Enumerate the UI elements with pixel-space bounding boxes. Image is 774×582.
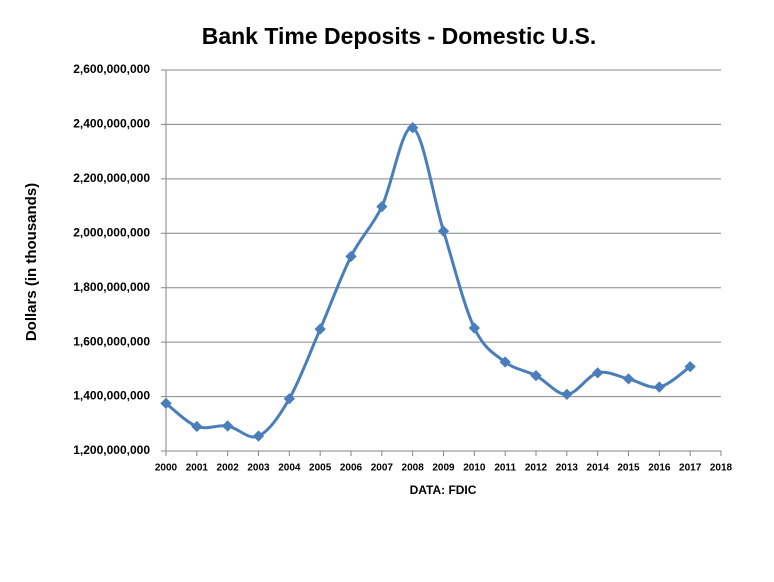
y-tick-label: 1,600,000,000 — [73, 334, 150, 348]
y-tick-label: 1,200,000,000 — [73, 443, 150, 457]
x-tick-label: 2013 — [556, 463, 579, 474]
data-point — [622, 373, 635, 385]
data-point — [653, 381, 665, 393]
y-tick-label: 1,400,000,000 — [73, 389, 150, 403]
x-tick-label: 2006 — [340, 463, 363, 474]
x-tick-label: 2004 — [278, 463, 301, 474]
data-point — [222, 420, 234, 432]
x-axis-label: DATA: FDIC — [410, 483, 477, 497]
x-tick-label: 2016 — [648, 463, 671, 474]
data-point — [561, 388, 573, 401]
chart-title: Bank Time Deposits - Domestic U.S. — [202, 23, 597, 49]
data-point — [252, 430, 265, 442]
x-tick-label: 2012 — [525, 463, 548, 474]
x-tick-label: 2015 — [617, 463, 640, 474]
x-tick-label: 2005 — [309, 463, 332, 474]
data-point — [530, 369, 542, 382]
x-tick-label: 2018 — [710, 463, 733, 474]
data-point — [499, 356, 511, 368]
y-tick-label: 2,600,000,000 — [73, 62, 150, 76]
y-axis-label: Dollars (in thousands) — [23, 183, 40, 341]
y-tick-label: 2,200,000,000 — [73, 171, 150, 185]
data-point — [468, 322, 480, 334]
data-point — [283, 393, 295, 405]
data-point — [160, 397, 172, 410]
x-tick-label: 2011 — [494, 463, 516, 474]
y-tick-label: 2,000,000,000 — [73, 225, 150, 239]
x-tick-label: 2002 — [217, 463, 240, 474]
data-point — [345, 250, 357, 263]
y-tick-label: 1,800,000,000 — [73, 280, 150, 294]
data-point — [191, 420, 203, 433]
x-tick-label: 2014 — [587, 463, 610, 474]
x-tick-label: 2003 — [247, 463, 270, 474]
x-tick-label: 2008 — [402, 463, 425, 474]
x-tick-label: 2000 — [155, 463, 178, 474]
data-point — [684, 360, 696, 373]
x-tick-label: 2007 — [371, 463, 394, 474]
data-line — [165, 126, 692, 439]
data-point — [376, 200, 388, 213]
x-tick-label: 2001 — [186, 463, 209, 474]
x-tick-label: 2010 — [463, 463, 486, 474]
y-tick-label: 2,400,000,000 — [73, 117, 150, 131]
data-point — [437, 225, 450, 237]
x-tick-label: 2009 — [432, 463, 455, 474]
x-tick-label: 2017 — [679, 463, 702, 474]
data-point — [592, 367, 604, 379]
data-point — [314, 323, 326, 335]
